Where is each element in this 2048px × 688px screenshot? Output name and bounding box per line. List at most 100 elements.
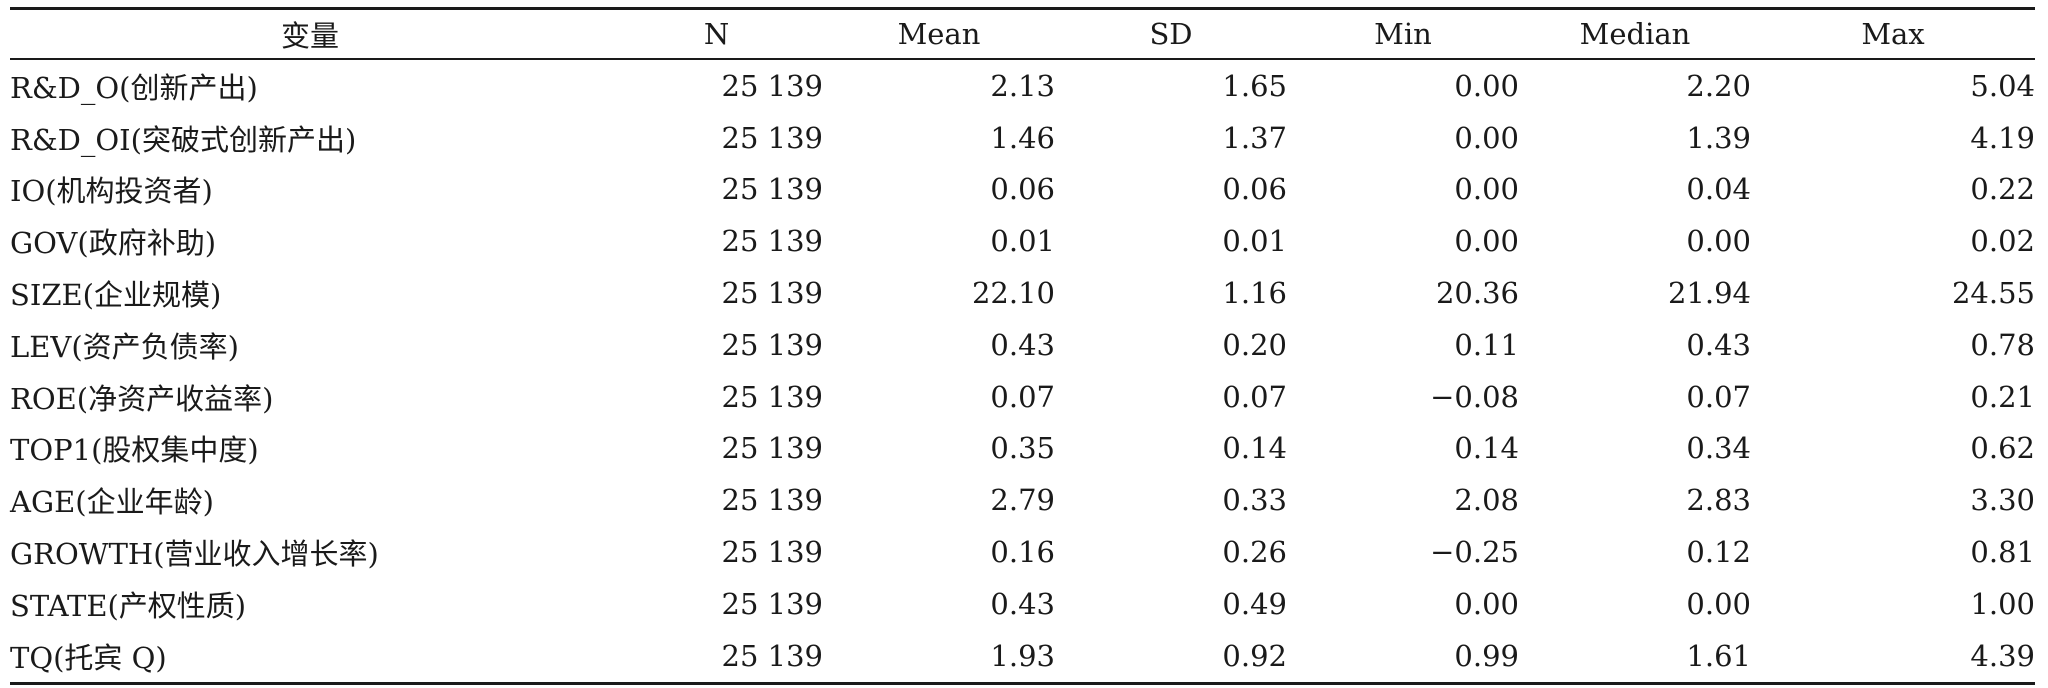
median-cell: 1.39 bbox=[1686, 120, 1751, 155]
min-cell: 0.00 bbox=[1454, 172, 1519, 207]
variable-cell: IO(机构投资者) bbox=[10, 174, 213, 209]
max-cell: 0.02 bbox=[1970, 224, 2035, 259]
variable-cell: TQ(托宾 Q) bbox=[10, 640, 167, 675]
table-row: R&D_OI(突破式创新产出) 25 139 1.46 1.37 0.00 1.39 4.1… bbox=[10, 112, 2035, 164]
min-cell: 0.11 bbox=[1454, 327, 1519, 362]
n-cell: 25 139 bbox=[721, 483, 823, 518]
variable-cell: R&D_OI(突破式创新产出) bbox=[10, 122, 357, 157]
table-row: GOV(政府补助) 25 139 0.01 0.01 0.00 0.00 0.02 bbox=[10, 215, 2035, 267]
n-cell: 25 139 bbox=[721, 431, 823, 466]
median-cell: 0.43 bbox=[1686, 327, 1751, 362]
header-median: Median bbox=[1579, 17, 1691, 51]
table-row: AGE(企业年龄) 25 139 2.79 0.33 2.08 2.83 3.30 bbox=[10, 474, 2035, 526]
median-cell: 2.83 bbox=[1686, 483, 1751, 518]
n-cell: 25 139 bbox=[721, 535, 823, 570]
sd-cell: 1.37 bbox=[1222, 120, 1287, 155]
min-cell: 0.00 bbox=[1454, 586, 1519, 621]
median-cell: 21.94 bbox=[1667, 276, 1751, 311]
sd-cell: 0.20 bbox=[1222, 327, 1287, 362]
variable-cell: SIZE(企业规模) bbox=[10, 278, 222, 313]
mean-cell: 0.16 bbox=[990, 535, 1055, 570]
median-cell: 0.07 bbox=[1686, 379, 1751, 414]
header-n: N bbox=[703, 17, 730, 51]
variable-cell: GOV(政府补助) bbox=[10, 226, 217, 261]
variable-cell: GROWTH(营业收入增长率) bbox=[10, 537, 379, 572]
max-cell: 0.22 bbox=[1970, 172, 2035, 207]
min-cell: 20.36 bbox=[1435, 276, 1519, 311]
mean-cell: 22.10 bbox=[971, 276, 1055, 311]
sd-cell: 0.06 bbox=[1222, 172, 1287, 207]
max-cell: 0.78 bbox=[1970, 327, 2035, 362]
sd-cell: 0.92 bbox=[1222, 638, 1287, 673]
mean-cell: 0.35 bbox=[990, 431, 1055, 466]
max-cell: 0.62 bbox=[1970, 431, 2035, 466]
median-cell: 1.61 bbox=[1686, 638, 1751, 673]
header-mean: Mean bbox=[897, 17, 981, 51]
header-variable: 变量 bbox=[280, 19, 339, 53]
min-cell: 0.14 bbox=[1454, 431, 1519, 466]
min-cell: 2.08 bbox=[1454, 483, 1519, 518]
header-max: Max bbox=[1861, 17, 1925, 51]
variable-cell: ROE(净资产收益率) bbox=[10, 381, 274, 416]
table-row: LEV(资产负债率) 25 139 0.43 0.20 0.11 0.43 0.78 bbox=[10, 319, 2035, 371]
sd-cell: 0.33 bbox=[1222, 483, 1287, 518]
min-cell: 0.00 bbox=[1454, 224, 1519, 259]
mean-cell: 1.93 bbox=[990, 638, 1055, 673]
mean-cell: 0.43 bbox=[990, 327, 1055, 362]
n-cell: 25 139 bbox=[721, 586, 823, 621]
variable-cell: TOP1(股权集中度) bbox=[10, 433, 259, 468]
min-cell: 0.99 bbox=[1454, 638, 1519, 673]
max-cell: 4.39 bbox=[1970, 638, 2035, 673]
median-cell: 0.00 bbox=[1686, 586, 1751, 621]
table-row: STATE(产权性质) 25 139 0.43 0.49 0.00 0.00 1.00 bbox=[10, 578, 2035, 630]
table-row: IO(机构投资者) 25 139 0.06 0.06 0.00 0.04 0.22 bbox=[10, 164, 2035, 216]
sd-cell: 1.16 bbox=[1222, 276, 1287, 311]
n-cell: 25 139 bbox=[721, 379, 823, 414]
table-row: TOP1(股权集中度) 25 139 0.35 0.14 0.14 0.34 0.62 bbox=[10, 423, 2035, 475]
mean-cell: 0.06 bbox=[990, 172, 1055, 207]
sd-cell: 0.07 bbox=[1222, 379, 1287, 414]
sd-cell: 0.14 bbox=[1222, 431, 1287, 466]
sd-cell: 1.65 bbox=[1222, 68, 1287, 103]
mean-cell: 2.79 bbox=[990, 483, 1055, 518]
mean-cell: 0.07 bbox=[990, 379, 1055, 414]
min-cell: −0.08 bbox=[1430, 379, 1519, 414]
min-cell: −0.25 bbox=[1430, 535, 1519, 570]
mean-cell: 0.43 bbox=[990, 586, 1055, 621]
median-cell: 0.12 bbox=[1686, 535, 1751, 570]
max-cell: 0.81 bbox=[1970, 535, 2035, 570]
max-cell: 4.19 bbox=[1970, 120, 2035, 155]
n-cell: 25 139 bbox=[721, 327, 823, 362]
max-cell: 5.04 bbox=[1970, 68, 2035, 103]
table-row: R&D_O(创新产出) 25 139 2.13 1.65 0.00 2.20 5.04 bbox=[10, 59, 2035, 112]
median-cell: 2.20 bbox=[1686, 68, 1751, 103]
variable-cell: R&D_O(创新产出) bbox=[10, 70, 258, 105]
mean-cell: 1.46 bbox=[990, 120, 1055, 155]
sd-cell: 0.01 bbox=[1222, 224, 1287, 259]
median-cell: 0.00 bbox=[1686, 224, 1751, 259]
table-row: SIZE(企业规模) 25 139 22.10 1.16 20.36 21.94 24.55 bbox=[10, 267, 2035, 319]
max-cell: 1.00 bbox=[1970, 586, 2035, 621]
max-cell: 24.55 bbox=[1951, 276, 2035, 311]
descriptive-statistics-table: 变量 N Mean SD Min Median Max R&D_O(创新产出) 2… bbox=[10, 7, 2035, 685]
min-cell: 0.00 bbox=[1454, 68, 1519, 103]
n-cell: 25 139 bbox=[721, 120, 823, 155]
n-cell: 25 139 bbox=[721, 172, 823, 207]
max-cell: 0.21 bbox=[1970, 379, 2035, 414]
sd-cell: 0.49 bbox=[1222, 586, 1287, 621]
variable-cell: LEV(资产负债率) bbox=[10, 329, 239, 364]
header-row: 变量 N Mean SD Min Median Max bbox=[10, 8, 2035, 59]
table-row: TQ(托宾 Q) 25 139 1.93 0.92 0.99 1.61 4.39 bbox=[10, 630, 2035, 684]
table-row: ROE(净资产收益率) 25 139 0.07 0.07 −0.08 0.07 0.21 bbox=[10, 371, 2035, 423]
mean-cell: 2.13 bbox=[990, 68, 1055, 103]
sd-cell: 0.26 bbox=[1222, 535, 1287, 570]
n-cell: 25 139 bbox=[721, 68, 823, 103]
header-sd: SD bbox=[1149, 17, 1193, 51]
median-cell: 0.04 bbox=[1686, 172, 1751, 207]
header-min: Min bbox=[1374, 17, 1432, 51]
max-cell: 3.30 bbox=[1970, 483, 2035, 518]
table-row: GROWTH(营业收入增长率) 25 139 0.16 0.26 −0.25 0.12 0.… bbox=[10, 526, 2035, 578]
n-cell: 25 139 bbox=[721, 276, 823, 311]
n-cell: 25 139 bbox=[721, 638, 823, 673]
